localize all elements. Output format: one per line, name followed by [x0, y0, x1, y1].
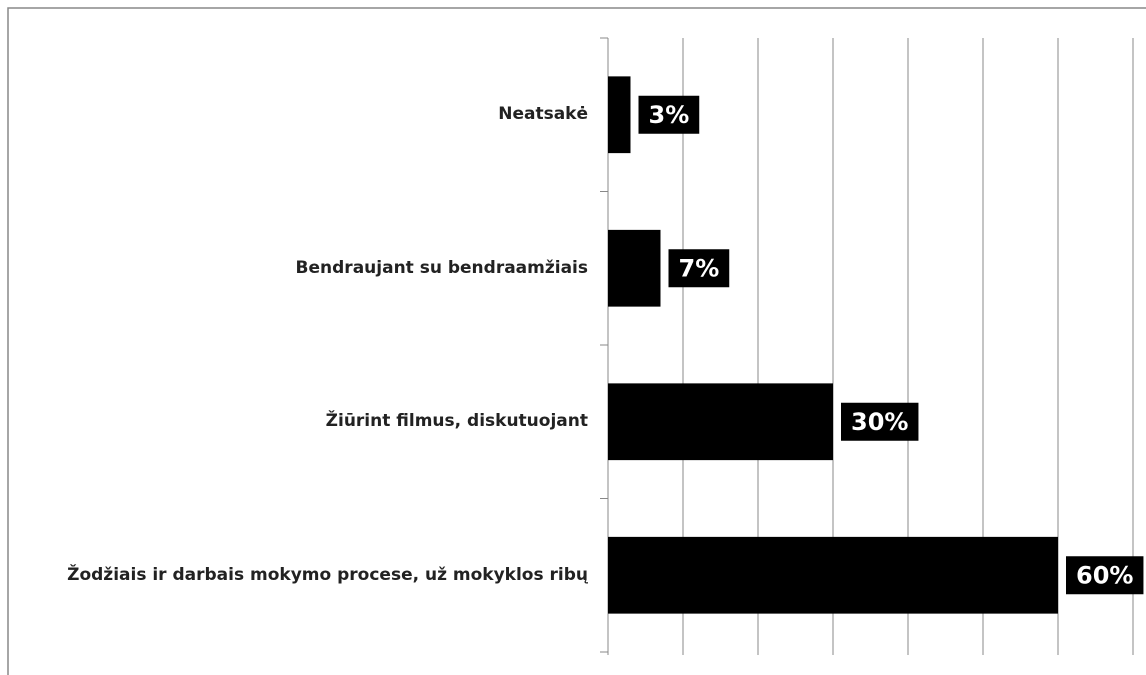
data-label-box — [1066, 556, 1144, 595]
data-label-group: 30% — [841, 402, 919, 441]
category-label-box: Neatsakė — [498, 104, 588, 125]
data-label-box — [668, 249, 730, 288]
category-label-box: Žodžiais ir darbais mokymo procese, už m… — [67, 564, 588, 585]
data-label-group: 7% — [668, 249, 730, 288]
data-label: 3% — [649, 101, 690, 129]
data-label: 30% — [851, 408, 908, 436]
data-label: 60% — [1076, 561, 1133, 589]
category-label-box: Žiūrint filmus, diskutuojant — [325, 411, 588, 432]
y-tick-label: Bendraujant su bendraamžiais — [295, 257, 588, 278]
bar — [608, 76, 631, 154]
chart-frame — [7, 7, 1146, 675]
data-label-group: 60% — [1066, 556, 1144, 595]
bar — [608, 536, 1058, 614]
y-tick-label: Žodžiais ir darbais mokymo procese, už m… — [67, 564, 588, 585]
data-label-group: 3% — [638, 95, 700, 134]
data-label: 7% — [679, 254, 720, 282]
y-tick-label: Neatsakė — [498, 104, 588, 125]
data-label-box — [638, 95, 700, 134]
bar — [608, 383, 833, 461]
y-tick-label: Žiūrint filmus, diskutuojant — [325, 411, 588, 432]
category-label-box: Bendraujant su bendraamžiais — [295, 257, 588, 278]
data-label-box — [841, 402, 919, 441]
bar — [608, 229, 661, 307]
